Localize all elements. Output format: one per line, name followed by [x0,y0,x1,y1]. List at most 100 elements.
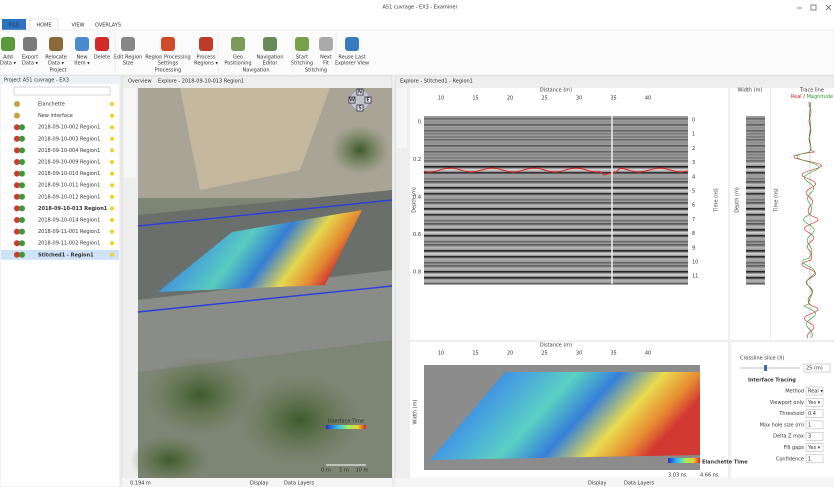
ribbon-tab[interactable]: FILE [9,23,19,29]
project-item[interactable]: 2018-09-10-014 Region1 [38,218,100,224]
ribbon-button-label: Navigation [257,55,284,61]
input-box[interactable] [805,409,824,418]
ribbon-button-icon[interactable] [1,37,15,51]
project-item[interactable]: 2018-09-11-002 Region1 [38,241,100,247]
item-icon [19,147,25,154]
file-tab[interactable] [2,19,26,30]
project-item[interactable]: New interface [38,113,73,119]
project-item[interactable]: 2018-09-10-012 Region1 [38,194,100,200]
input-value: 0.4 [808,411,816,417]
radar-band [424,274,688,276]
panel-tab[interactable]: Explore - 2018-09-10-013 Region1 [158,79,244,85]
footer-button[interactable]: Display [588,481,606,487]
project-item[interactable]: 2018-09-10-004 Region1 [38,148,100,154]
ribbon-button-label: Editor [263,61,279,67]
radar-band [424,154,688,156]
axis-label: Distance (m) [540,343,572,349]
item-icon [14,251,20,258]
slider-thumb[interactable] [764,365,767,371]
input-box[interactable] [805,454,824,464]
project-item[interactable]: 2018-09-10-010 Region1 [38,171,100,177]
radar-band [746,265,765,267]
ribbon-button-icon[interactable] [231,37,245,51]
radar-band [746,136,765,138]
ribbon-button-icon[interactable] [199,37,213,51]
ribbon-tab[interactable]: VIEW [72,23,85,29]
radar-band [746,127,765,129]
radar-band [424,226,688,228]
project-item[interactable]: 2018-09-10-003 Region1 [38,136,100,142]
radar-band [746,217,765,219]
project-item[interactable]: 2018-09-10-002 Region1 [38,125,100,131]
ribbon-button-icon[interactable] [23,37,37,51]
input-value: 1 [808,456,811,462]
radar-band [424,256,688,258]
y2-tick-label: 8 [692,231,695,237]
ribbon-button-icon[interactable] [95,37,109,51]
window-controls [797,4,832,11]
input-box[interactable] [805,431,824,441]
ribbon-button-icon[interactable] [263,37,277,51]
trace-real [793,101,823,339]
radar-band [746,121,765,123]
panel-tab[interactable]: Overview [128,79,152,85]
panel-tab[interactable]: Explore - Stitched1 - Region1 [400,79,473,85]
input-box[interactable] [805,398,824,407]
axis-label: Time (ns) [774,188,780,213]
input-box[interactable] [805,443,824,452]
compass-letter: S [358,106,362,112]
ribbon-button-icon[interactable] [319,37,333,51]
radar-band [746,118,765,120]
ribbon-tab[interactable]: OVERLAYS [95,23,121,29]
project-item[interactable]: 2018-09-10-009 Region1 [38,160,100,166]
project-item[interactable]: 2018-09-10-013 Region1 [38,206,108,212]
project-item[interactable]: 2018-09-10-011 Region1 [38,183,100,189]
x-tick-label: 40 [645,96,651,102]
ribbon-button-label: Reuse Last [338,55,365,61]
radar-band [424,163,688,165]
radar-band [424,223,688,225]
radar-band [424,184,688,186]
y2-tick-label: 10 [692,260,698,266]
radar-band [424,217,688,219]
project-item[interactable]: Stitched1 - Region1 [38,252,94,258]
input-box[interactable] [805,420,824,430]
radar-band [746,202,765,204]
y2-tick-label: 9 [692,245,695,251]
input-box[interactable] [805,386,824,396]
ribbon-button-icon[interactable] [345,37,359,51]
legend-title: Interface Time [328,419,364,425]
ribbon-button-label: Export [22,55,38,61]
radar-band [746,133,765,135]
ribbon-tab[interactable]: HOME [36,23,51,29]
radar-band [424,211,688,213]
project-item[interactable]: Elanchette [38,102,65,108]
footer-button[interactable]: Display [250,481,268,487]
item-icon [19,228,25,235]
radar-band [746,211,765,213]
x-tick-label: 30 [576,351,582,357]
footer-button[interactable]: Data Layers [624,481,654,487]
visibility-bulb [110,160,114,164]
x-tick-label: 10 [438,96,444,102]
visibility-bulb [110,125,114,130]
trace-legend-part: Real [791,94,802,100]
y2-tick-label: 0 [692,118,695,124]
title-bar [0,0,834,30]
footer-button[interactable]: Data Layers [284,481,314,487]
project-item[interactable]: 2018-09-11-001 Region1 [38,229,100,235]
search-box[interactable] [13,86,111,96]
radar-band [424,178,688,180]
radar-band [746,256,765,258]
ribbon-button-icon[interactable] [295,37,309,51]
radar-band [424,190,688,192]
x-tick-label: 15 [472,96,478,102]
ribbon-button-icon[interactable] [75,37,89,51]
ribbon-button-icon[interactable] [49,37,63,51]
ribbon-button-label: Process [197,55,216,61]
ribbon-button-label: Next [320,55,332,61]
ribbon-button-icon[interactable] [161,37,175,51]
input-box[interactable] [803,363,831,373]
ribbon-button-icon[interactable] [121,37,135,51]
